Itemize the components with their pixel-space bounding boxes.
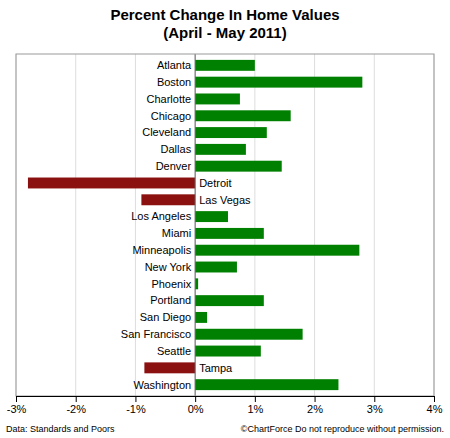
tick-label: -3%: [7, 403, 27, 415]
category-label: Atlanta: [157, 59, 192, 71]
category-label: Miami: [162, 227, 191, 239]
tick-label: 0%: [188, 403, 204, 415]
tick-label: 3%: [367, 403, 383, 415]
title-line: Percent Change In Home Values: [110, 6, 339, 23]
grid-line: [314, 54, 315, 396]
tick-mark: [16, 396, 17, 402]
tick-mark: [434, 396, 435, 402]
title: Percent Change In Home Values(April - Ma…: [110, 6, 339, 41]
tick-mark: [135, 396, 136, 402]
category-label: Dallas: [161, 143, 192, 155]
category-label: Charlotte: [147, 93, 192, 105]
tick: 1%: [247, 396, 263, 415]
category-label: Chicago: [151, 110, 191, 122]
tick-label: 4%: [427, 403, 443, 415]
bar: [195, 60, 255, 71]
category-label: Tampa: [199, 362, 233, 374]
bar: [195, 295, 264, 306]
tick-mark: [76, 396, 77, 402]
title-line: (April - May 2011): [163, 24, 286, 41]
category-label: Las Vegas: [199, 194, 251, 206]
tick: 4%: [427, 396, 443, 415]
category-label: New York: [145, 261, 192, 273]
tick-mark: [255, 396, 256, 402]
bar: [195, 110, 291, 121]
tick-mark: [315, 396, 316, 402]
category-labels: Atlanta Boston Charlotte Chicago Cleveland Da…: [121, 59, 251, 390]
grid-line: [195, 54, 196, 396]
footer: Data: Standards and Poors: [6, 424, 115, 434]
category-label: Seattle: [157, 345, 191, 357]
bar: [195, 144, 246, 155]
category-label: San Diego: [140, 311, 191, 323]
zero-line: [195, 54, 196, 396]
tick-label: -2%: [66, 403, 86, 415]
tick-label: 2%: [307, 403, 323, 415]
frame: [16, 54, 434, 396]
bar: [195, 211, 228, 222]
tick-label: -1%: [126, 403, 146, 415]
bar: [195, 262, 237, 273]
category-label: San Francisco: [121, 328, 191, 340]
plot: Atlanta Boston Charlotte Chicago Cleveland Da…: [7, 54, 443, 415]
category-label: Detroit: [199, 177, 231, 189]
tick: -3%: [7, 396, 27, 415]
category-label: Phoenix: [151, 278, 191, 290]
category-label: Denver: [156, 160, 192, 172]
bar: [195, 161, 282, 172]
grid-line: [374, 54, 375, 396]
category-label: Boston: [157, 76, 191, 88]
grid: [16, 54, 434, 396]
tick-mark: [195, 396, 196, 402]
grid-line: [135, 54, 136, 396]
tick: -2%: [66, 396, 86, 415]
category-label: Minneapolis: [132, 244, 191, 256]
bar: [141, 194, 195, 205]
tick: -1%: [126, 396, 146, 415]
bar: [144, 362, 195, 373]
tick-label: 1%: [247, 403, 263, 415]
footer: ©ChartForce Do not reproduce without per…: [241, 424, 444, 434]
category-label: Portland: [150, 294, 191, 306]
bar: [195, 77, 362, 88]
bar: [195, 379, 338, 390]
category-label: Los Angeles: [131, 210, 191, 222]
bar: [195, 245, 359, 256]
tick: 0%: [188, 396, 204, 415]
bar: [195, 329, 302, 340]
bar: [195, 346, 261, 357]
tick: 2%: [307, 396, 323, 415]
grid-line: [254, 54, 255, 396]
x-axis: -3% -2% -1% 0% 1% 2% 3% 4%: [7, 396, 443, 415]
bar: [195, 127, 267, 138]
bar: [195, 228, 264, 239]
axis-line: [17, 397, 435, 403]
bar: [28, 178, 195, 189]
tick-mark: [374, 396, 375, 402]
tick: 3%: [367, 396, 383, 415]
bar: [195, 312, 207, 323]
chart: Percent Change In Home Values(April - Ma…: [0, 0, 450, 438]
category-label: Cleveland: [142, 126, 191, 138]
category-label: Washington: [133, 379, 191, 391]
bar: [195, 93, 240, 104]
grid-line: [75, 54, 76, 396]
